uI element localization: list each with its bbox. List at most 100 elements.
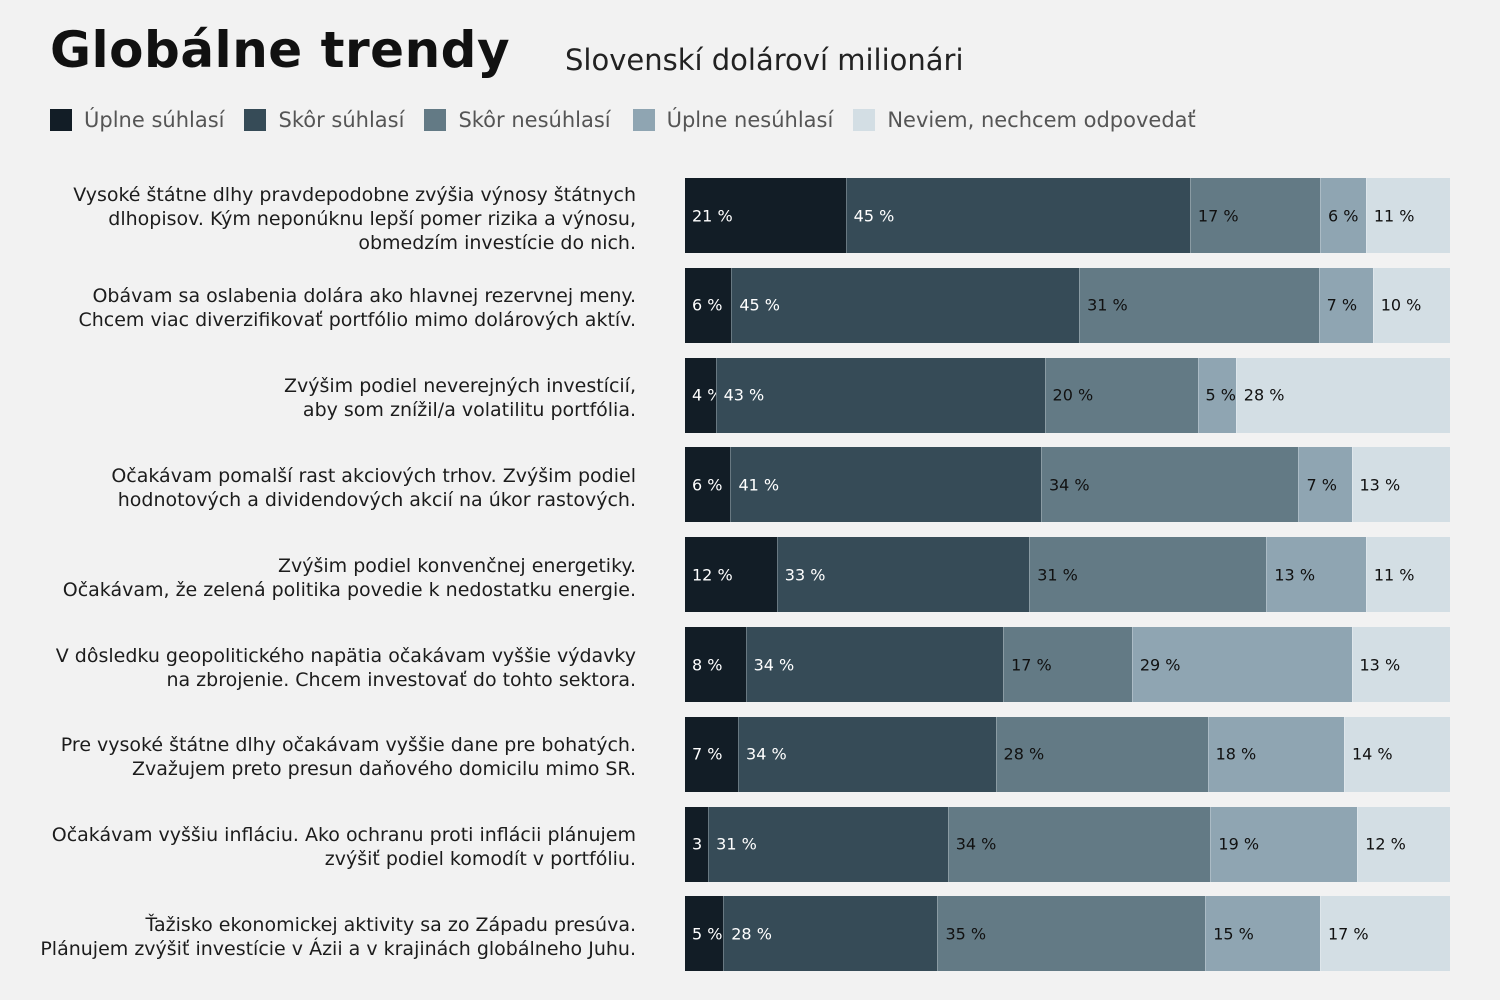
row-label-line: Ťažisko ekonomickej aktivity sa zo Západ… xyxy=(145,913,636,936)
data-label: 21 % xyxy=(692,206,733,225)
bar-segment: 6 % xyxy=(685,447,731,523)
row-label: Zvýšim podiel konvenčnej energetiky. Očak… xyxy=(30,554,636,602)
stacked-bar: 3 %31 % 34 % 19 % 12 % xyxy=(685,806,1450,882)
bar-segment: 4 % xyxy=(685,357,722,433)
bar-segment: 31 % xyxy=(708,806,948,882)
row-label-line: Zvýšim podiel konvenčnej energetiky. xyxy=(277,554,636,577)
data-label: 43 % xyxy=(723,385,765,405)
row-label-line: zvýšiť podiel komodít v portfóliu. xyxy=(324,848,636,871)
data-label: 28 % xyxy=(731,924,772,944)
stacked-bar: 4 % 43 % 20 % 5 % 28 % xyxy=(685,357,1450,433)
bar-segment: 28 % xyxy=(723,896,938,972)
bar-segment: 17 % xyxy=(1189,178,1320,253)
legend: Úplne súhlasí Skôr súhlasí Skôr nesúhlas… xyxy=(50,108,1216,132)
legend-item-fully-agree: Úplne súhlasí xyxy=(50,108,224,132)
legend-swatch xyxy=(244,109,267,131)
bar-segment: 14 % xyxy=(1343,716,1450,792)
data-label: 29 % xyxy=(1139,655,1181,674)
row-label-line: Vysoké štátne dlhy pravdepodobne zvýšia … xyxy=(73,183,636,206)
data-label: 10 % xyxy=(1380,295,1422,315)
legend-swatch xyxy=(50,109,72,131)
data-label: 18 % xyxy=(1215,744,1257,764)
data-label: 17 % xyxy=(1327,924,1369,944)
row-label-line: Plánujem zvýšiť investície v Ázii a v kr… xyxy=(40,937,636,960)
bar-segment: 19 % xyxy=(1210,806,1358,882)
bar-segment: 34 % xyxy=(947,806,1211,882)
row-label: Zvýšim podiel neverejných investícií, aby… xyxy=(30,374,636,422)
legend-swatch xyxy=(632,109,655,131)
legend-item-rather-agree: Skôr súhlasí xyxy=(244,108,404,132)
data-label: 6 % xyxy=(692,475,723,495)
data-label: 7 % xyxy=(1306,475,1337,495)
data-label: 17 % xyxy=(1197,206,1239,225)
legend-label: Úplne nesúhlasí xyxy=(666,108,834,132)
bar-segment: 15 % xyxy=(1205,896,1320,972)
stacked-bar: 12 % 33 % 31 % 13 % 11 % xyxy=(685,537,1450,613)
data-label: 7 % xyxy=(1326,295,1358,315)
bar-segment: 18 % xyxy=(1207,716,1344,792)
data-label: 5 % xyxy=(692,924,723,944)
row-label-line: dlhopisov. Kým neponúknu lepší pomer riz… xyxy=(108,207,636,230)
data-label: 12 % xyxy=(1365,834,1406,854)
row-label-line: Chcem viac diverzifikovať portfólio mimo… xyxy=(78,309,636,332)
legend-label: Úplne súhlasí xyxy=(84,108,225,132)
stacked-bar: 8 % 34 % 17 % 29 % 13 % xyxy=(685,627,1450,702)
bar-segment: 31 % xyxy=(1079,267,1319,343)
bar-segment: 11 % xyxy=(1365,178,1450,253)
data-label: 33 % xyxy=(784,565,826,585)
data-label: 8 % xyxy=(692,655,723,674)
data-label: 31 % xyxy=(1037,565,1078,585)
data-label: 17 % xyxy=(1011,655,1052,674)
row-label-line: Zvýšim podiel neverejných investícií, xyxy=(283,375,636,398)
row-label: Očakávam pomalší rast akciových trhov. Z… xyxy=(30,464,636,512)
data-label: 34 % xyxy=(955,834,997,854)
bar-segment: 17 % xyxy=(1003,627,1132,702)
row-label: Pre vysoké štátne dlhy očakávam vyššie d… xyxy=(30,733,636,781)
bar-segment: 34 % xyxy=(738,716,996,792)
bar-segment: 5 % xyxy=(1197,357,1236,433)
row-label-line: V dôsledku geopolitického napätia očakáv… xyxy=(55,644,636,667)
stacked-bar: 6 % 45 % 31 % 7 % 10 % xyxy=(685,267,1450,343)
legend-label: Skôr súhlasí xyxy=(278,108,405,132)
bar-segment: 13 % xyxy=(1351,627,1450,702)
bar-segment: 20 % xyxy=(1044,357,1198,433)
data-label: 35 % xyxy=(945,924,987,944)
row-label-line: Očakávam pomalší rast akciových trhov. Z… xyxy=(111,464,636,487)
bar-segment: 28 % xyxy=(1235,357,1450,433)
data-label: 34 % xyxy=(753,655,795,674)
row-label-line: Zvažujem preto presun daňového domicilu … xyxy=(131,758,636,781)
bar-segment: 29 % xyxy=(1131,627,1352,702)
data-label: 7 % xyxy=(692,744,723,764)
bar-segment: 11 % xyxy=(1365,537,1450,613)
bar-segment: 6 % xyxy=(1319,178,1366,253)
data-label: 41 % xyxy=(738,475,780,495)
row-label-line: obmedzím investície do nich. xyxy=(358,231,636,254)
data-label: 28 % xyxy=(1003,744,1045,764)
data-label: 31 % xyxy=(1087,295,1128,315)
stacked-bar: 5 % 28 % 35 % 15 % 17 % xyxy=(685,896,1450,972)
bar-segment: 21 % xyxy=(685,178,846,253)
data-label: 45 % xyxy=(739,295,781,315)
legend-label: Neviem, nechcem odpovedať xyxy=(887,108,1196,132)
bar-segment: 43 % xyxy=(715,357,1045,433)
bar-segment: 13 % xyxy=(1266,537,1366,613)
bar-segment: 12 % xyxy=(685,537,777,613)
legend-swatch xyxy=(853,109,876,131)
data-label: 31 % xyxy=(716,834,757,854)
bar-segment: 34 % xyxy=(1040,447,1299,523)
row-label: Obávam sa oslabenia dolára ako hlavnej r… xyxy=(30,284,636,332)
stacked-bar: 21 % 45 % 17 % 6 % 11 % xyxy=(685,178,1450,253)
data-label: 11 % xyxy=(1373,565,1415,585)
row-label-line: na zbrojenie. Chcem investovať do tohto … xyxy=(166,668,636,691)
bar-segment: 10 % xyxy=(1372,267,1450,343)
bar-segment: 5 % xyxy=(685,896,724,972)
bar-segment: 45 % xyxy=(845,178,1190,253)
bar-segment: 45 % xyxy=(731,267,1080,343)
bar-segment: 12 % xyxy=(1357,806,1450,882)
bar-segment: 13 % xyxy=(1351,447,1450,523)
bar-segment: 7 % xyxy=(1298,447,1352,523)
data-label: 13 % xyxy=(1359,655,1401,674)
bar-segment: 34 % xyxy=(745,627,1004,702)
legend-item-fully-disagree: Úplne nesúhlasí xyxy=(632,108,834,132)
bar-segment: 17 % xyxy=(1319,896,1450,972)
